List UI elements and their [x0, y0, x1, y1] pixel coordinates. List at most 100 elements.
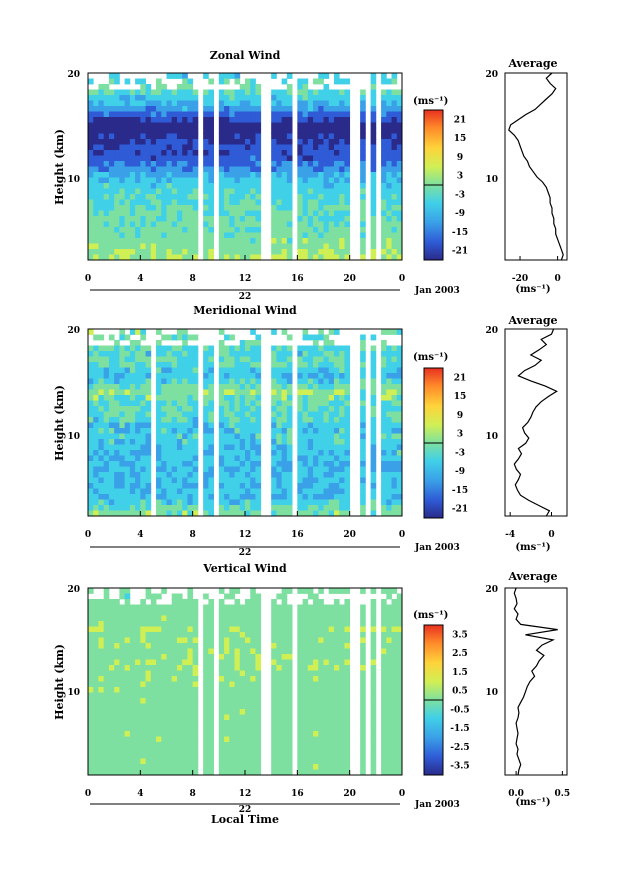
heatmap-cell: [187, 227, 193, 233]
heatmap-cell: [386, 329, 392, 335]
heatmap-cell: [104, 211, 110, 217]
heatmap-cell: [303, 665, 309, 671]
heatmap-cell: [151, 189, 157, 195]
heatmap-cell: [329, 456, 335, 462]
heatmap-cell: [360, 726, 366, 732]
heatmap-cell: [219, 412, 225, 418]
heatmap-cell: [177, 489, 183, 495]
heatmap-cell: [318, 112, 324, 118]
heatmap-cell: [360, 117, 366, 123]
heatmap-cell: [187, 379, 193, 385]
heatmap-cell: [140, 368, 146, 374]
heatmap-cell: [203, 483, 209, 489]
heatmap-cell: [313, 676, 319, 682]
heatmap-cell: [219, 423, 225, 429]
heatmap-cell: [245, 489, 251, 495]
heatmap-cell: [255, 401, 261, 407]
heatmap-cell: [182, 494, 188, 500]
heatmap-cell: [255, 368, 261, 374]
heatmap-cell: [308, 90, 314, 96]
heatmap-cell: [360, 616, 366, 622]
heatmap-cell: [109, 682, 115, 688]
heatmap-cell: [125, 759, 131, 765]
heatmap-cell: [276, 90, 282, 96]
heatmap-cell: [386, 616, 392, 622]
heatmap-cell: [240, 161, 246, 167]
heatmap-cell: [193, 395, 199, 401]
heatmap-cell: [187, 134, 193, 140]
heatmap-cell: [287, 588, 293, 594]
heatmap-cell: [318, 478, 324, 484]
heatmap-cell: [308, 227, 314, 233]
heatmap-cell: [250, 211, 256, 217]
heatmap-cell: [156, 384, 162, 390]
heatmap-cell: [303, 244, 309, 250]
heatmap-cell: [282, 654, 288, 660]
heatmap-cell: [381, 194, 387, 200]
heatmap-cell: [109, 505, 115, 511]
heatmap-cell: [182, 737, 188, 743]
heatmap-cell: [193, 346, 199, 352]
heatmap-cell: [161, 406, 167, 412]
heatmap-cell: [313, 134, 319, 140]
heatmap-cell: [203, 178, 209, 184]
heatmap-cell: [93, 346, 99, 352]
heatmap-cell: [297, 638, 303, 644]
heatmap-cell: [371, 610, 377, 616]
heatmap-cell: [93, 368, 99, 374]
heatmap-cell: [224, 205, 230, 211]
heatmap-cell: [177, 748, 183, 754]
heatmap-cell: [219, 384, 225, 390]
heatmap-cell: [271, 742, 277, 748]
heatmap-cell: [282, 134, 288, 140]
heatmap-cell: [135, 643, 141, 649]
heatmap-cell: [125, 616, 131, 622]
heatmap-cell: [297, 610, 303, 616]
heatmap-cell: [177, 189, 183, 195]
heatmap-cell: [392, 461, 398, 467]
heatmap-cell: [339, 95, 345, 101]
heatmap-cell: [193, 249, 199, 255]
heatmap-cell: [193, 467, 199, 473]
heatmap-cell: [313, 233, 319, 239]
heatmap-cell: [130, 205, 136, 211]
heatmap-cell: [329, 434, 335, 440]
heatmap-cell: [146, 709, 152, 715]
heatmap-cell: [308, 238, 314, 244]
heatmap-cell: [104, 244, 110, 250]
heatmap-cell: [88, 456, 94, 462]
heatmap-cell: [114, 660, 120, 666]
heatmap-cell: [130, 161, 136, 167]
heatmap-cell: [146, 494, 152, 500]
heatmap-cell: [329, 494, 335, 500]
heatmap-cell: [98, 139, 104, 145]
heatmap-cell: [130, 200, 136, 206]
heatmap-cell: [229, 461, 235, 467]
heatmap-cell: [182, 715, 188, 721]
heatmap-cell: [193, 222, 199, 228]
heatmap-cell: [297, 687, 303, 693]
heatmap-cell: [208, 390, 214, 396]
heatmap-cell: [140, 150, 146, 156]
heatmap-cell: [334, 665, 340, 671]
heatmap-cell: [203, 616, 209, 622]
heatmap-cell: [167, 621, 173, 627]
heatmap-cell: [324, 101, 330, 107]
heatmap-cell: [104, 610, 110, 616]
heatmap-cell: [334, 384, 340, 390]
heatmap-cell: [235, 588, 241, 594]
heatmap-cell: [360, 720, 366, 726]
heatmap-cell: [203, 759, 209, 765]
heatmap-cell: [308, 594, 314, 600]
heatmap-cell: [324, 643, 330, 649]
heatmap-cell: [88, 505, 94, 511]
heatmap-cell: [371, 643, 377, 649]
heatmap-cell: [177, 478, 183, 484]
heatmap-cell: [229, 759, 235, 765]
heatmap-cell: [182, 145, 188, 151]
heatmap-cell: [313, 156, 319, 162]
heatmap-cell: [109, 73, 115, 79]
heatmap-cell: [255, 134, 261, 140]
heatmap-cell: [104, 467, 110, 473]
heatmap-cell: [255, 351, 261, 357]
